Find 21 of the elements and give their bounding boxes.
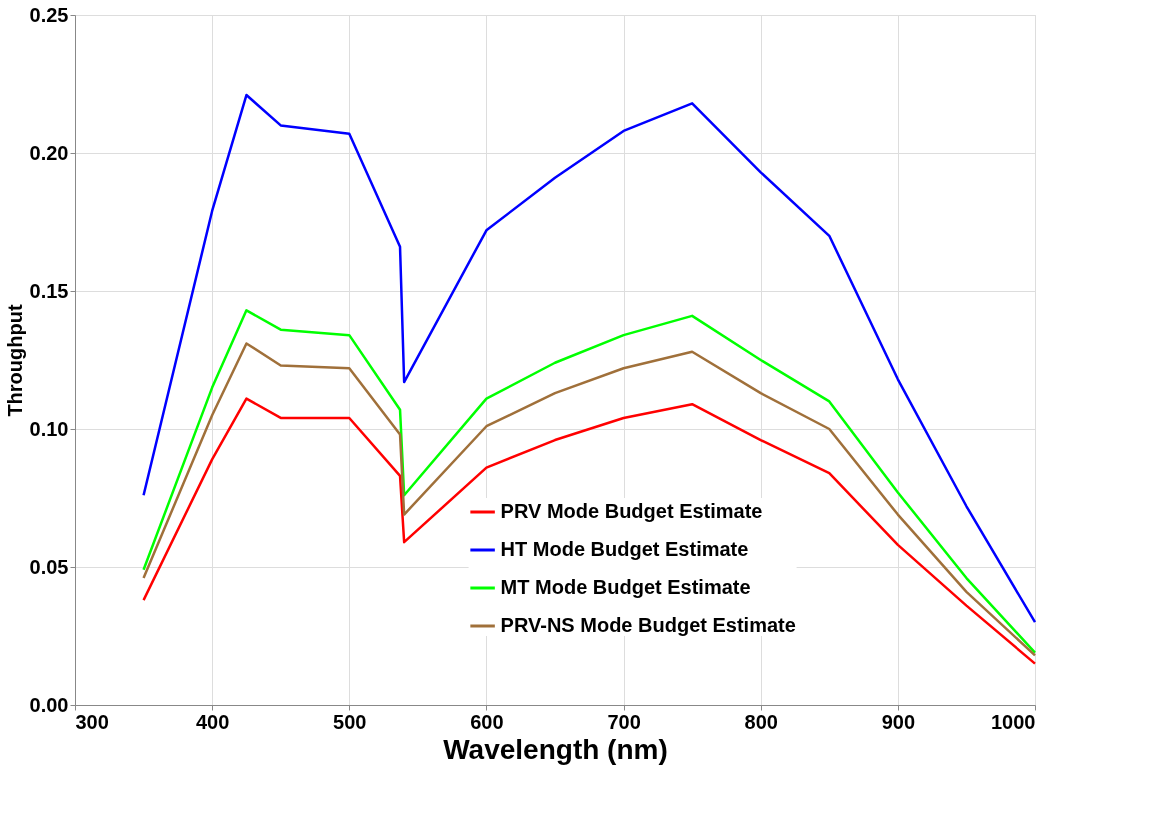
y-axis-title: Throughput bbox=[3, 304, 26, 417]
y-tick-label: 0.00 bbox=[29, 693, 69, 716]
x-tick-label: 800 bbox=[744, 710, 778, 733]
x-tick-label: 400 bbox=[195, 710, 230, 733]
y-tick-label: 0.15 bbox=[29, 279, 69, 302]
x-tick-label: 900 bbox=[881, 710, 916, 733]
y-tick-label: 0.05 bbox=[29, 555, 69, 578]
legend-label: PRV-NS Mode Budget Estimate bbox=[500, 614, 796, 636]
x-tick-label: 1000 bbox=[991, 710, 1036, 733]
y-tick-label: 0.10 bbox=[29, 417, 69, 440]
y-tick-label: 0.25 bbox=[29, 3, 69, 26]
x-tick-label: 700 bbox=[607, 710, 641, 733]
y-tick-label: 0.20 bbox=[29, 141, 69, 164]
x-tick-label: 600 bbox=[470, 710, 504, 733]
x-axis-title: Wavelength (nm) bbox=[443, 733, 668, 765]
line-series bbox=[142, 397, 1037, 665]
x-tick-label: 500 bbox=[333, 710, 367, 733]
legend-label: MT Mode Budget Estimate bbox=[500, 576, 751, 598]
x-tick-label: 300 bbox=[75, 710, 109, 733]
legend-label: HT Mode Budget Estimate bbox=[500, 538, 749, 560]
legend-label: PRV Mode Budget Estimate bbox=[500, 500, 763, 522]
